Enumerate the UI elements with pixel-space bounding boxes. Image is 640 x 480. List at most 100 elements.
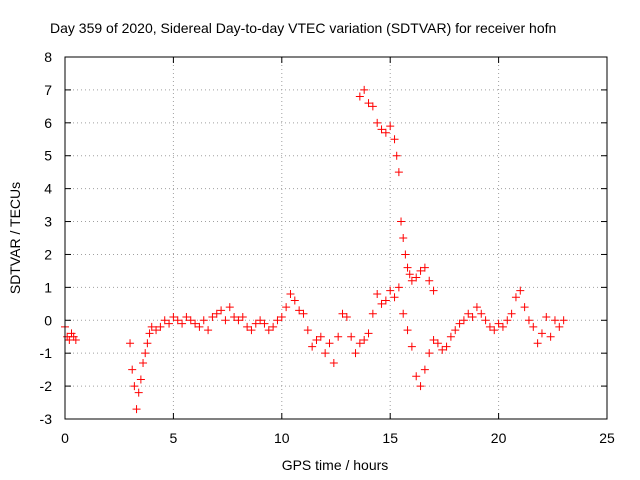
data-point (397, 217, 406, 226)
data-point (71, 336, 80, 345)
data-point (425, 276, 434, 285)
data-point (286, 289, 295, 298)
data-point (334, 332, 343, 341)
data-point (520, 303, 529, 312)
data-point (212, 309, 221, 318)
data-point (390, 135, 399, 144)
data-point (152, 326, 161, 335)
x-tick-label: 25 (599, 430, 615, 446)
y-axis: -3 -2 -1 0 1 2 3 4 5 6 7 8 (40, 49, 607, 427)
y-tick-label: 4 (44, 181, 52, 197)
data-point (303, 326, 312, 335)
data-point (381, 296, 390, 305)
data-point (559, 316, 568, 325)
data-point (407, 276, 416, 285)
data-point (199, 316, 208, 325)
y-tick-label: -1 (40, 345, 53, 361)
x-tick-label: 0 (61, 430, 69, 446)
data-point (243, 322, 252, 331)
data-point (225, 303, 234, 312)
data-point (464, 309, 473, 318)
x-tick-label: 15 (382, 430, 398, 446)
data-point (132, 405, 141, 414)
data-point (282, 303, 291, 312)
data-point (147, 322, 156, 331)
data-point (273, 316, 282, 325)
data-point (238, 312, 247, 321)
data-point (299, 309, 308, 318)
data-point (251, 319, 260, 328)
data-point (156, 322, 165, 331)
data-point (169, 312, 178, 321)
data-point (405, 270, 414, 279)
data-point (295, 306, 304, 315)
data-point (230, 312, 239, 321)
x-axis-label: GPS time / hours (282, 457, 389, 473)
y-tick-label: -2 (40, 378, 53, 394)
data-point (490, 326, 499, 335)
data-point (399, 234, 408, 242)
data-point (130, 382, 139, 391)
data-point (128, 365, 137, 374)
data-point (373, 289, 382, 298)
data-point (381, 128, 390, 137)
data-point (290, 296, 299, 305)
data-point (195, 322, 204, 331)
data-point (204, 326, 213, 335)
data-point (392, 151, 401, 160)
chart-title: Day 359 of 2020, Sidereal Day-to-day VTE… (50, 20, 556, 36)
y-tick-label: 5 (44, 148, 52, 164)
data-point (403, 263, 412, 272)
data-point (386, 122, 395, 131)
grid (65, 57, 607, 419)
data-point (316, 332, 325, 341)
data-point (269, 322, 278, 331)
plot-border (64, 56, 608, 420)
data-point (429, 336, 438, 345)
data-point (407, 342, 416, 351)
data-point (537, 329, 546, 338)
data-point (412, 273, 421, 282)
data-point (143, 339, 152, 348)
data-point (182, 312, 191, 321)
data-point (364, 99, 373, 108)
y-tick-label: 6 (44, 115, 52, 131)
data-point (394, 283, 403, 292)
data-point (355, 92, 364, 101)
data-point (446, 332, 455, 341)
data-point (312, 336, 321, 345)
data-point (503, 316, 512, 325)
data-point (347, 332, 356, 341)
data-point (368, 309, 377, 318)
data-point (145, 329, 154, 338)
data-point (533, 339, 542, 348)
x-tick-label: 20 (491, 430, 507, 446)
plot-frame (64, 56, 608, 420)
data-point (373, 118, 382, 127)
data-point (308, 342, 317, 351)
data-point (399, 309, 408, 318)
data-point (494, 319, 503, 328)
y-tick-label: 8 (44, 49, 52, 65)
data-point (364, 329, 373, 338)
data-point (420, 365, 429, 374)
data-point (524, 316, 533, 325)
data-point (455, 319, 464, 328)
data-point (555, 322, 564, 331)
data-point (481, 316, 490, 325)
data-point (542, 312, 551, 321)
data-point (126, 339, 135, 348)
data-point (477, 309, 486, 318)
data-point (208, 312, 217, 321)
x-axis: 0 5 10 15 20 25 (61, 57, 615, 446)
data-point (260, 319, 269, 328)
data-point (438, 345, 447, 354)
y-tick-label: 0 (44, 312, 52, 328)
data-point (136, 375, 145, 384)
data-point (390, 293, 399, 302)
data-point (485, 322, 494, 331)
y-tick-label: -3 (40, 411, 53, 427)
data-point (325, 339, 334, 348)
data-point (516, 286, 525, 295)
